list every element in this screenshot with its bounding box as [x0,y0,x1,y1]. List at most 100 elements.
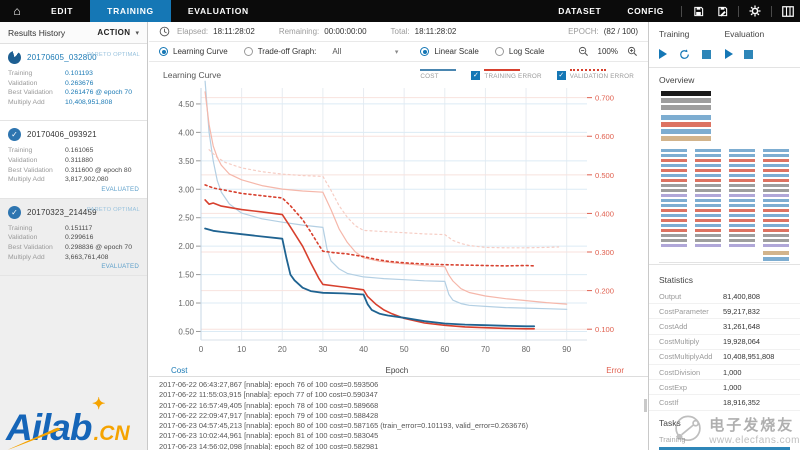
stat-value: 3,817,902,080 [65,176,109,184]
tradeoff-graph-radio[interactable] [243,47,253,56]
stat-value: 3,663,761,408 [65,253,109,261]
network-layer-block [763,199,789,202]
epoch-label: EPOCH: [568,27,599,36]
network-layer-block [763,149,789,152]
error-tick-label: 0.700 [595,94,614,103]
network-layer-block [695,174,721,177]
stat-table-row: CostAdd 31,261,648 [649,319,800,335]
x-tick-label: 0 [199,345,204,354]
linear-scale-radio[interactable] [420,47,430,56]
network-layer-block [729,149,755,152]
stat-number: 1,000 [723,382,742,392]
settings-gear-icon[interactable] [743,5,767,17]
action-dropdown[interactable]: ACTION [97,28,131,37]
log-scale-radio[interactable] [494,47,504,56]
network-layer-block [763,257,789,261]
network-layer-block [763,229,789,232]
network-layer-block [661,129,711,134]
checked-checkbox-icon[interactable]: ✓ [556,71,566,80]
x-tick-label: 90 [562,345,571,354]
pareto-optimal-badge: PARETO OPTIMAL [86,206,140,213]
network-layer-block [763,164,789,167]
tradeoff-graph-radio-label[interactable]: Trade-off Graph: [257,47,317,56]
results-history-header: Results History ACTION ▾ [0,22,147,44]
network-layer-block [695,169,721,172]
log-line: 2017-06-23 04:57:45,213 [nnabla]: epoch … [159,421,529,431]
validation-error-line-sample [569,69,606,71]
training-error-current-curve [204,199,536,330]
evaluation-play-icon[interactable] [724,49,733,59]
network-layer-block [763,239,789,242]
stat-value: 0.299616 [65,234,94,242]
training-log[interactable]: 2017-06-22 06:43:27,867 [nnabla]: epoch … [149,376,648,450]
stat-value: 0.151117 [65,224,93,232]
run-item-20170406[interactable]: 20170406_093921 Training 0.161065 Validat… [0,121,147,199]
error-tick-label: 0.400 [595,209,614,218]
checked-checkbox-icon[interactable]: ✓ [471,71,481,80]
training-main-panel: Elapsed: 18:11:28:02 Remaining: 00:00:00:0… [149,22,648,450]
stat-name: CostExp [659,382,687,392]
stat-name: CostParameter [659,306,709,316]
learning-curve-radio-label[interactable]: Learning Curve [173,47,228,56]
stat-number: 81,400,808 [723,291,760,301]
stat-number: 1,000 [723,367,742,377]
log-line: 2017-06-22 22:09:47,917 [nnabla]: epoch … [159,410,379,420]
network-overview-thumbnail[interactable] [659,91,790,263]
network-layer-block [695,194,721,197]
cost-line-sample [420,69,457,71]
time-toolbar: Elapsed: 18:11:28:02 Remaining: 00:00:00:0… [149,22,648,42]
tasks-section-label: Tasks [659,417,681,428]
menu-dataset[interactable]: DATASET [558,6,602,16]
x-tick-label: 70 [481,345,490,354]
save-icon[interactable] [686,6,710,17]
network-layer-block [763,174,789,177]
training-resume-icon[interactable] [678,48,691,61]
divider [738,5,739,17]
ailab-text: Ailab [6,407,92,448]
cost-previous-run-curve [204,80,568,310]
network-layer-block [763,189,789,192]
stat-number: 31,261,648 [723,321,760,331]
tab-edit[interactable]: EDIT [51,6,74,16]
log-line: 2017-06-23 10:02:44,961 [nnabla]: epoch … [159,431,379,441]
zoom-in-icon[interactable] [627,46,638,57]
stat-value: 0.311880 [65,156,93,164]
home-icon[interactable]: ⌂ [13,4,21,18]
watermark-ailab-logo: ✦ Ailab .CN [6,397,130,448]
chevron-down-icon: ▾ [394,48,399,56]
evaluation-controls-label: Evaluation [724,29,765,39]
x-tick-label: 10 [237,345,246,354]
chart-header: Learning Curve COST ✓ TRAINING ERROR ✓ V… [149,62,648,80]
log-scale-radio-label[interactable]: Log Scale [508,47,545,56]
tradeoff-filter-dropdown[interactable]: All ▾ [332,47,398,56]
network-layer-block [729,194,755,197]
menu-config[interactable]: CONFIG [627,6,664,16]
training-play-icon[interactable] [659,49,667,59]
save-as-icon[interactable] [710,6,734,17]
cost-tick-label: 4.50 [178,100,194,109]
learning-curve-chart[interactable]: 0 10 20 30 40 50 60 70 80 90 0.100 0.200 0.300 0.400 0… [161,80,633,364]
network-layer-block [661,149,687,152]
evaluation-stop-icon[interactable] [743,49,753,59]
network-layer-block [695,229,721,232]
run-item-20170323[interactable]: 20170323_214459 PARETO OPTIMAL Training 0… [0,198,147,277]
run-item-20170605[interactable]: 20170605_032800 PARETO OPTIMAL Training 0… [0,44,147,122]
training-error-previous-run-curve [204,91,568,305]
legend-training-error: ✓ TRAINING ERROR [471,69,542,80]
tab-training[interactable]: TRAINING [90,0,171,22]
tradeoff-filter-value: All [332,47,342,56]
log-scrollbar[interactable] [644,399,647,412]
chevron-down-icon[interactable]: ▾ [135,29,139,37]
zoom-out-icon[interactable] [578,46,589,57]
layout-panels-icon[interactable] [776,5,800,17]
x-tick-label: 20 [278,345,287,354]
stat-value: 0.161065 [65,147,94,155]
network-layer-block [763,244,789,247]
network-layer-block [661,115,711,120]
tab-evaluation[interactable]: EVALUATION [187,6,249,16]
training-stop-icon[interactable] [702,49,711,59]
stat-value: 0.261476 @ epoch 70 [65,89,132,97]
linear-scale-radio-label[interactable]: Linear Scale [434,47,479,56]
learning-curve-radio[interactable] [159,47,168,56]
